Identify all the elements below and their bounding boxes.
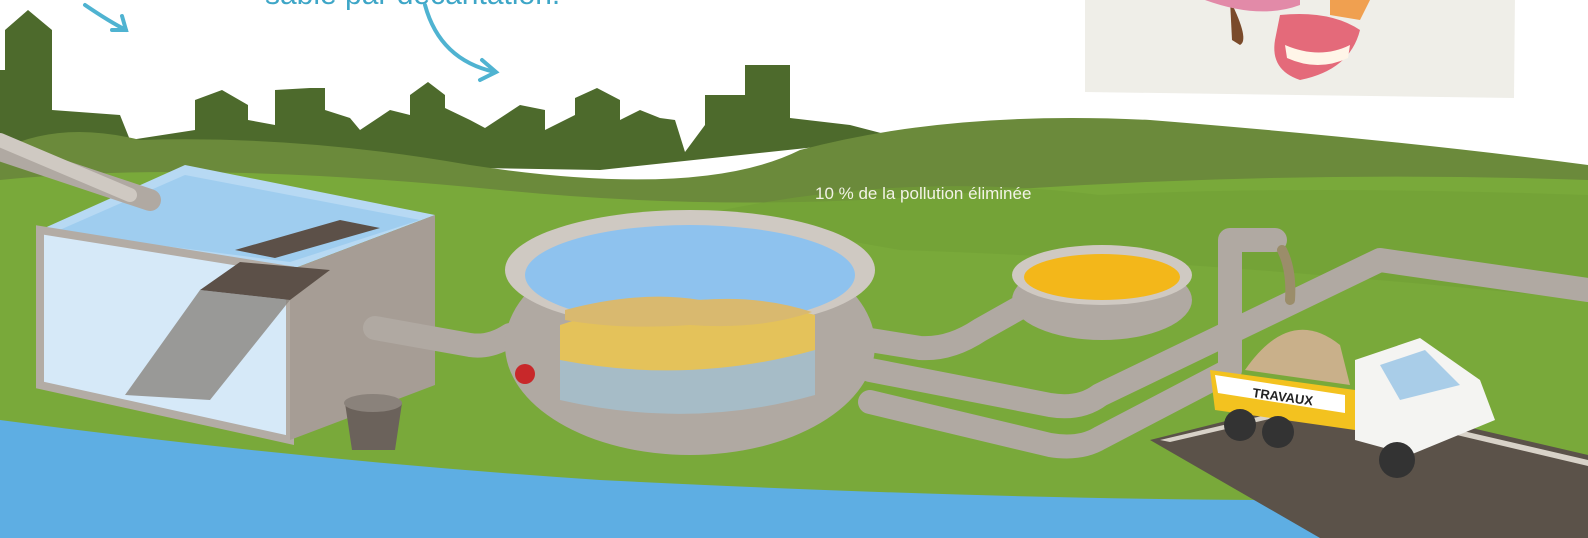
- truck-part: [1245, 329, 1350, 385]
- sand-tank: [0, 133, 435, 445]
- truck-part: [1380, 350, 1460, 400]
- bucket-part: [344, 394, 402, 412]
- truck-part: [1215, 375, 1345, 413]
- pipes-part: [858, 228, 1287, 459]
- bucket-part: [345, 403, 402, 450]
- bucket: [344, 394, 402, 450]
- river-part: [0, 420, 1588, 538]
- small-basin-part: [1024, 254, 1180, 300]
- round-basin-part: [525, 225, 855, 325]
- picture-frame-part: [1330, 0, 1370, 20]
- sand-tank-part: [125, 290, 290, 400]
- river: [0, 420, 1588, 538]
- picture-frame-part: [1205, 0, 1300, 12]
- round-basin-part: [515, 364, 535, 384]
- picture-frame-part: [1274, 14, 1360, 80]
- pipes: [363, 228, 1588, 459]
- top-caption-group-part: [83, 3, 129, 32]
- sand-tank-part: [235, 220, 380, 258]
- pollution-note-group: 10 % de la pollution éliminée: [815, 184, 1031, 203]
- picture-frame-part: [1230, 0, 1244, 45]
- small-basin: [1012, 245, 1192, 340]
- sand-tank-part: [0, 133, 137, 202]
- city-silhouette-part: [0, 10, 900, 170]
- pipes-part: [858, 273, 1072, 361]
- round-basin: [505, 210, 875, 455]
- road-part: [1150, 395, 1588, 538]
- pollution-note: 10 % de la pollution éliminée: [815, 184, 1031, 203]
- sand-tank-part: [200, 262, 330, 300]
- picture-frame: [1085, 0, 1515, 98]
- truck-part: [1379, 442, 1415, 478]
- truck: TRAVAUX: [1210, 329, 1495, 478]
- pipes-part: [858, 248, 1588, 419]
- top-caption-group: sable par décantation.: [83, 0, 560, 82]
- top-caption-group-part: [423, 3, 500, 82]
- truck-part: [1262, 416, 1294, 448]
- city-silhouette: [0, 10, 900, 170]
- pipes-part: [1277, 245, 1296, 305]
- round-basin-part: [565, 296, 812, 327]
- picture-frame-part: [1285, 45, 1350, 65]
- truck-part: [1224, 409, 1256, 441]
- top-caption: sable par décantation.: [265, 0, 560, 11]
